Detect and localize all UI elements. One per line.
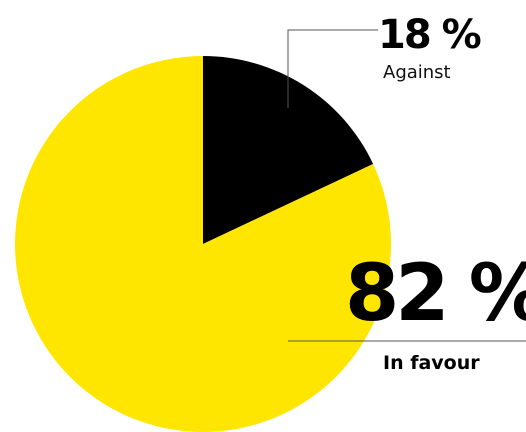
against-callout-line — [287, 29, 378, 108]
in-favour-label: In favour — [383, 352, 480, 374]
pie-slices — [15, 56, 391, 432]
pie-slice-against — [203, 56, 374, 244]
pie-slice-in-favour — [15, 56, 391, 432]
in-favour-percent-label: 82 % — [345, 249, 526, 339]
against-percent-label: 18 % — [378, 12, 481, 58]
against-label: Against — [383, 62, 451, 83]
